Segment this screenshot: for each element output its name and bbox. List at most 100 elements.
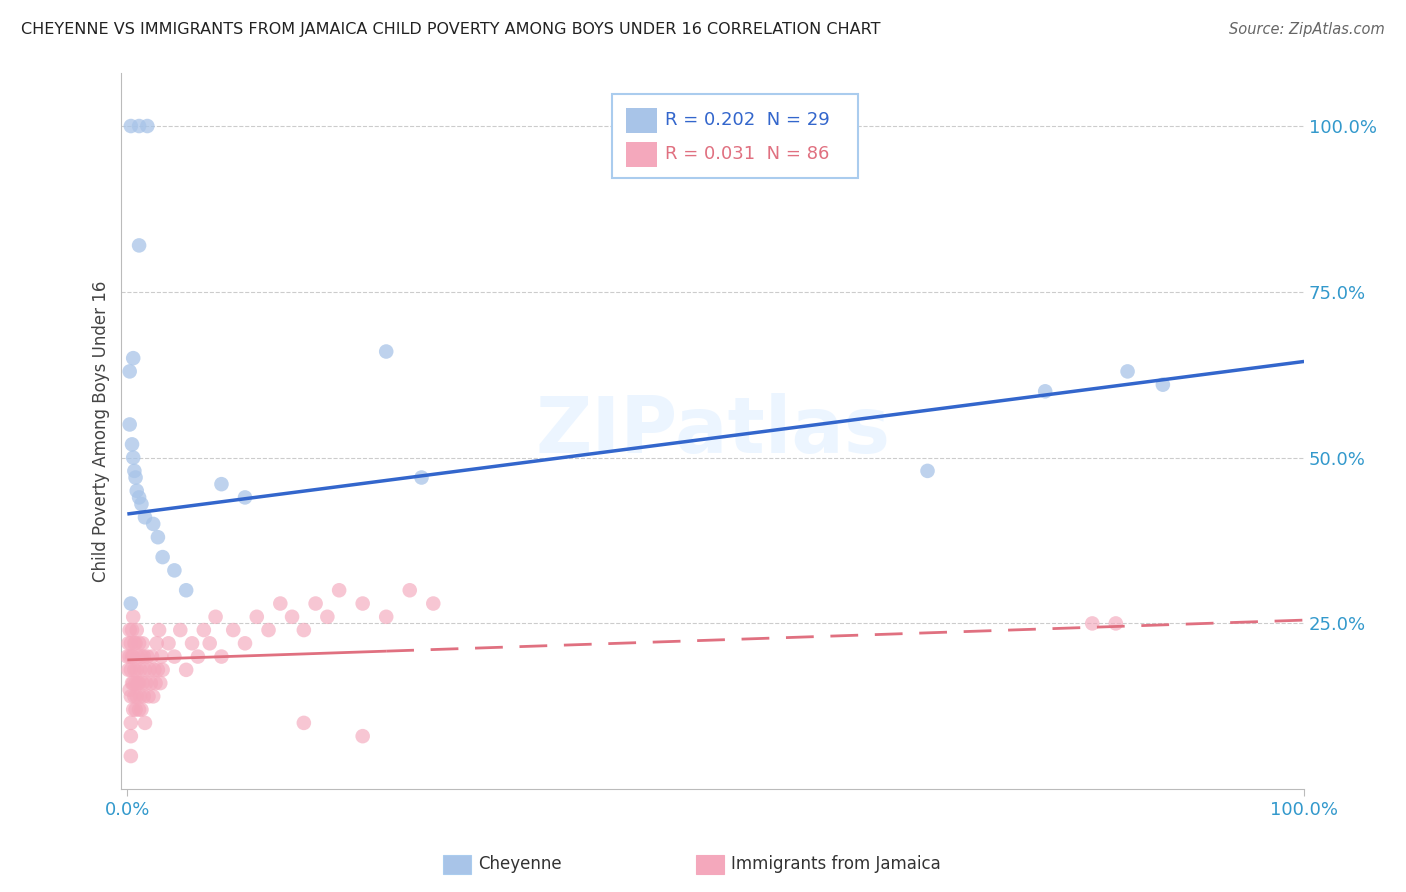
Point	[122, 450, 145, 465]
Point	[316, 609, 339, 624]
Point	[146, 663, 169, 677]
Point	[122, 703, 145, 717]
Point	[120, 119, 142, 133]
Point	[163, 563, 186, 577]
Point	[143, 663, 166, 677]
Point	[142, 690, 165, 704]
Point	[233, 491, 256, 505]
Point	[1081, 616, 1104, 631]
Point	[174, 583, 197, 598]
Point	[292, 623, 315, 637]
Text: Cheyenne: Cheyenne	[478, 855, 561, 873]
Point	[139, 676, 162, 690]
Point	[222, 623, 245, 637]
Point	[131, 649, 153, 664]
Point	[181, 636, 204, 650]
Point	[328, 583, 350, 598]
Point	[128, 703, 150, 717]
Point	[128, 119, 150, 133]
Point	[122, 649, 145, 664]
Point	[142, 516, 165, 531]
Point	[150, 649, 173, 664]
Point	[129, 690, 152, 704]
Y-axis label: Child Poverty Among Boys Under 16: Child Poverty Among Boys Under 16	[93, 280, 110, 582]
Point	[134, 715, 156, 730]
Point	[121, 649, 143, 664]
Point	[257, 623, 280, 637]
Point	[163, 649, 186, 664]
Point	[120, 636, 142, 650]
Point	[1033, 384, 1056, 399]
Point	[269, 597, 291, 611]
Point	[193, 623, 215, 637]
Point	[124, 470, 146, 484]
Point	[1152, 377, 1174, 392]
Point	[117, 636, 139, 650]
Point	[375, 344, 398, 359]
Point	[121, 676, 143, 690]
Point	[124, 690, 146, 704]
Point	[145, 636, 167, 650]
Point	[127, 676, 149, 690]
Point	[120, 690, 142, 704]
Point	[198, 636, 221, 650]
Point	[1116, 364, 1139, 378]
Point	[233, 636, 256, 650]
Text: R = 0.031  N = 86: R = 0.031 N = 86	[665, 145, 830, 163]
Point	[125, 623, 148, 637]
Point	[121, 437, 143, 451]
Point	[128, 676, 150, 690]
Point	[122, 351, 145, 366]
Point	[124, 464, 146, 478]
Point	[375, 609, 398, 624]
Point	[134, 663, 156, 677]
Point	[211, 477, 233, 491]
Point	[304, 597, 326, 611]
Point	[152, 663, 174, 677]
Point	[211, 649, 233, 664]
Text: Source: ZipAtlas.com: Source: ZipAtlas.com	[1229, 22, 1385, 37]
Point	[146, 530, 169, 544]
Point	[169, 623, 191, 637]
Text: CHEYENNE VS IMMIGRANTS FROM JAMAICA CHILD POVERTY AMONG BOYS UNDER 16 CORRELATIO: CHEYENNE VS IMMIGRANTS FROM JAMAICA CHIL…	[21, 22, 880, 37]
Point	[124, 636, 146, 650]
Text: Immigrants from Jamaica: Immigrants from Jamaica	[731, 855, 941, 873]
Point	[135, 676, 157, 690]
Point	[118, 649, 141, 664]
Point	[157, 636, 180, 650]
Point	[118, 417, 141, 432]
Point	[422, 597, 444, 611]
Point	[136, 649, 159, 664]
Point	[131, 676, 153, 690]
Point	[125, 483, 148, 498]
Text: R = 0.202  N = 29: R = 0.202 N = 29	[665, 112, 830, 129]
Point	[134, 510, 156, 524]
Point	[128, 636, 150, 650]
Point	[120, 715, 142, 730]
Point	[204, 609, 226, 624]
Point	[138, 690, 160, 704]
Point	[120, 663, 142, 677]
Point	[131, 636, 153, 650]
Point	[352, 729, 374, 743]
Point	[187, 649, 209, 664]
Point	[124, 636, 146, 650]
Point	[124, 703, 146, 717]
Point	[148, 623, 170, 637]
Point	[149, 676, 172, 690]
Point	[129, 663, 152, 677]
Point	[131, 703, 153, 717]
Point	[174, 663, 197, 677]
Point	[118, 623, 141, 637]
Point	[145, 676, 167, 690]
Point	[128, 491, 150, 505]
Point	[132, 649, 155, 664]
Point	[917, 464, 939, 478]
Point	[117, 649, 139, 664]
Point	[292, 715, 315, 730]
Point	[128, 238, 150, 252]
Point	[122, 609, 145, 624]
Point	[411, 470, 433, 484]
Point	[141, 649, 163, 664]
Point	[246, 609, 269, 624]
